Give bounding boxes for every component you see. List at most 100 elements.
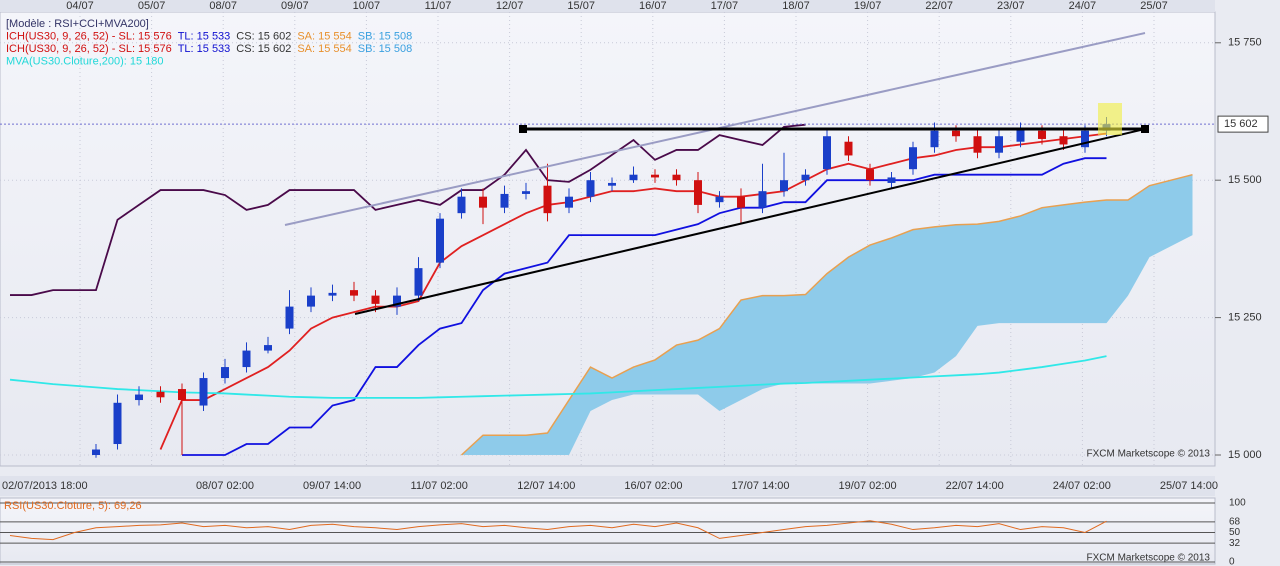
legend-entry: [Modèle : RSI+CCI+MVA200] <box>6 18 149 30</box>
highlight <box>1098 103 1122 135</box>
candle-body <box>973 136 982 153</box>
date-label: 12/07 <box>496 0 524 12</box>
legend-entry: CS: 15 602 <box>236 43 291 55</box>
candle-body <box>178 389 186 401</box>
indicator-line <box>9 355 1107 399</box>
date-label: 18/07 <box>782 0 810 12</box>
candle-body <box>414 268 423 296</box>
candle-body <box>264 345 272 351</box>
date-label: 19/07 <box>854 0 882 12</box>
candle-body <box>457 196 466 214</box>
candle-body <box>586 180 595 197</box>
date-label: 04/07 <box>66 0 94 12</box>
candle-body <box>199 378 208 406</box>
candle-body <box>1038 130 1046 139</box>
candle-body <box>844 141 853 156</box>
candle-body <box>608 182 616 186</box>
candle-body <box>479 196 487 208</box>
rsi-panel <box>0 497 1216 565</box>
last-price-box <box>1217 115 1269 133</box>
legend-entry: TL: 15 533 <box>178 30 231 42</box>
candle-body <box>92 449 100 456</box>
legend-entry: TL: 15 533 <box>178 43 231 55</box>
candle-body <box>995 136 1003 153</box>
rsi-label: RSI(US30.Cloture, 5): 69,26 <box>4 500 142 512</box>
candle-body <box>758 191 767 208</box>
date-label: 09/07 <box>281 0 309 12</box>
candle-body <box>1059 136 1068 145</box>
date-label: 25/07 <box>1140 0 1168 12</box>
last-price-label: 15 602 <box>1224 118 1258 130</box>
time-label: 25/07 14:00 <box>1160 480 1218 492</box>
candle-body <box>393 295 401 307</box>
time-label: 16/07 02:00 <box>624 480 682 492</box>
candle-body <box>823 136 831 170</box>
candle-body <box>694 180 702 205</box>
bottom-axis <box>0 476 1215 496</box>
legend-entry: SB: 15 508 <box>358 43 412 55</box>
candle-body <box>543 185 552 214</box>
date-label: 22/07 <box>925 0 953 12</box>
rsi-tick-label: 68 <box>1229 517 1241 528</box>
candle-body <box>651 174 659 178</box>
candle-body <box>887 177 896 183</box>
time-label: 09/07 14:00 <box>303 480 361 492</box>
candle-body <box>436 218 444 263</box>
candle-body <box>328 292 337 296</box>
candle-body <box>672 174 681 181</box>
candle-body <box>715 196 724 203</box>
indicator-line <box>10 123 806 296</box>
legend-entry: CS: 15 602 <box>236 30 291 42</box>
date-label: 10/07 <box>353 0 381 12</box>
watermark: FXCM Marketscope © 2013 <box>1086 449 1210 460</box>
time-label: 02/07/2013 18:00 <box>2 480 88 492</box>
candle-body <box>350 290 358 296</box>
rsi-tick-label: 0 <box>1229 557 1235 566</box>
legend-entry: SB: 15 508 <box>358 30 412 42</box>
top-axis <box>0 0 1215 12</box>
rsi-tick-label: 100 <box>1229 498 1246 509</box>
support-line <box>354 128 1146 315</box>
y-tick-label: 15 250 <box>1228 312 1262 324</box>
time-label: 08/07 02:00 <box>196 480 254 492</box>
watermark: FXCM Marketscope © 2013 <box>1086 553 1210 564</box>
time-label: 12/07 14:00 <box>517 480 575 492</box>
indicator-line <box>159 132 1107 450</box>
candle-body <box>1081 130 1089 148</box>
rsi-line <box>9 520 1107 541</box>
date-label: 23/07 <box>997 0 1025 12</box>
ichimoku-cloud <box>461 174 1193 456</box>
candle-body <box>866 169 874 181</box>
legend-entry: SA: 15 554 <box>297 43 351 55</box>
legend-line: MVA(US30.Cloture,200): 15 180 <box>6 55 164 67</box>
legend-entry: SA: 15 554 <box>297 30 351 42</box>
time-label: 24/07 02:00 <box>1053 480 1111 492</box>
time-label: 17/07 14:00 <box>731 480 789 492</box>
cloud-edge <box>460 173 1193 456</box>
candle-body <box>156 391 165 398</box>
candle-body <box>801 174 810 181</box>
date-label: 08/07 <box>209 0 237 12</box>
candle-body <box>565 196 573 208</box>
candle-body <box>780 180 788 192</box>
candle-body <box>371 295 380 304</box>
date-label: 24/07 <box>1069 0 1097 12</box>
candle-body <box>1016 127 1025 142</box>
candle-body <box>930 130 939 148</box>
date-label: 16/07 <box>639 0 667 12</box>
legend-line: ICH(US30, 9, 26, 52) - SL: 15 576 TL: 15 … <box>6 43 412 55</box>
legend-line: [Modèle : RSI+CCI+MVA200] <box>6 18 149 30</box>
candle-body <box>307 295 315 307</box>
candle-body <box>629 174 638 181</box>
candle-body <box>500 193 509 208</box>
y-tick-label: 15 750 <box>1228 37 1262 49</box>
candle-body <box>909 147 917 170</box>
candle-body <box>221 367 229 379</box>
candle-body <box>952 130 960 137</box>
date-label: 05/07 <box>138 0 166 12</box>
rsi-tick-label: 50 <box>1229 527 1241 538</box>
line-handle <box>519 125 527 133</box>
time-label: 11/07 02:00 <box>411 480 468 492</box>
date-label: 15/07 <box>567 0 595 12</box>
